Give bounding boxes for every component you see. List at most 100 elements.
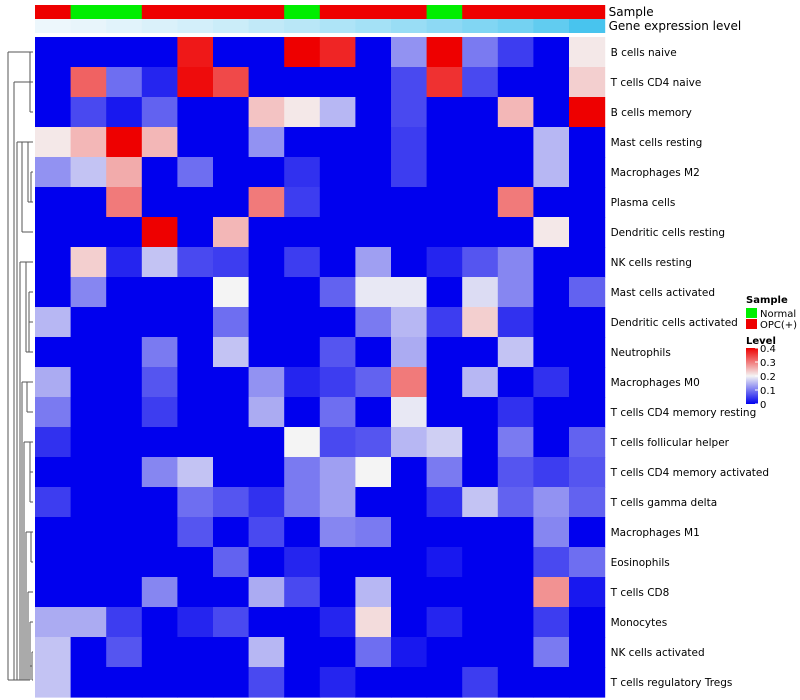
- heatmap-cell: [177, 367, 214, 398]
- heatmap-cell: [462, 457, 499, 488]
- row-label: Macrophages M0: [611, 377, 700, 389]
- heatmap-cell: [70, 247, 107, 278]
- heatmap-cell: [391, 427, 428, 458]
- row-label: B cells naive: [611, 47, 677, 59]
- heatmap-cell: [35, 337, 72, 368]
- heatmap-cell: [319, 427, 356, 458]
- legend-level-title: Level: [746, 336, 776, 347]
- heatmap-cell: [141, 367, 178, 398]
- heatmap-cell: [569, 157, 606, 188]
- heatmap-cell: [141, 607, 178, 638]
- heatmap-cell: [533, 397, 570, 428]
- heatmap-cell: [319, 67, 356, 98]
- heatmap-cell: [35, 187, 72, 218]
- heatmap-cell: [177, 277, 214, 308]
- heatmap-cell: [462, 337, 499, 368]
- heatmap-cell: [177, 667, 214, 698]
- heatmap-cell: [177, 307, 214, 338]
- heatmap-cell: [248, 187, 285, 218]
- heatmap-cell: [426, 517, 463, 548]
- heatmap-cell: [70, 487, 107, 518]
- heatmap-cell: [355, 217, 392, 248]
- heatmap-cell: [213, 217, 250, 248]
- heatmap-cell: [355, 307, 392, 338]
- heatmap-cell: [70, 607, 107, 638]
- heatmap-cell: [106, 307, 143, 338]
- heatmap-cell: [462, 307, 499, 338]
- heatmap-cell: [35, 637, 72, 668]
- heatmap-cell: [284, 427, 321, 458]
- expression-annotation-cell: [70, 19, 107, 33]
- heatmap-cell: [35, 487, 72, 518]
- heatmap-cell: [462, 157, 499, 188]
- heatmap-cell: [355, 517, 392, 548]
- heatmap-cell: [248, 427, 285, 458]
- heatmap-cell: [533, 217, 570, 248]
- heatmap-cell: [497, 277, 534, 308]
- heatmap-cell: [177, 157, 214, 188]
- heatmap-cell: [426, 667, 463, 698]
- heatmap-cell: [569, 307, 606, 338]
- heatmap-cell: [355, 157, 392, 188]
- heatmap-cell: [533, 667, 570, 698]
- heatmap-cell: [462, 127, 499, 158]
- row-label: T cells follicular helper: [610, 437, 730, 449]
- heatmap-cell: [391, 637, 428, 668]
- heatmap-cell: [248, 157, 285, 188]
- heatmap-cell: [284, 607, 321, 638]
- heatmap-cell: [248, 337, 285, 368]
- heatmap-cell: [391, 397, 428, 428]
- heatmap-cell: [70, 37, 107, 68]
- heatmap-cell: [391, 37, 428, 68]
- heatmap-cell: [391, 277, 428, 308]
- heatmap-cell: [248, 37, 285, 68]
- heatmap-cell: [106, 667, 143, 698]
- heatmap-cell: [319, 157, 356, 188]
- heatmap-cell: [177, 427, 214, 458]
- heatmap-cell: [213, 457, 250, 488]
- heatmap-cell: [497, 487, 534, 518]
- heatmap-cell: [106, 247, 143, 278]
- sample-annotation-cell: [213, 5, 250, 19]
- heatmap-cell: [248, 487, 285, 518]
- row-label: NK cells activated: [611, 647, 705, 659]
- heatmap-cell: [141, 67, 178, 98]
- heatmap-cell: [35, 37, 72, 68]
- heatmap-cell: [355, 397, 392, 428]
- row-label: T cells gamma delta: [610, 497, 718, 509]
- heatmap-cell: [426, 217, 463, 248]
- heatmap-cell: [248, 247, 285, 278]
- heatmap-cell: [569, 367, 606, 398]
- heatmap-cell: [426, 67, 463, 98]
- heatmap-cell: [35, 457, 72, 488]
- heatmap-cell: [284, 127, 321, 158]
- heatmap-cell: [177, 247, 214, 278]
- heatmap-cell: [355, 487, 392, 518]
- heatmap-cell: [426, 577, 463, 608]
- heatmap-cell: [533, 367, 570, 398]
- heatmap-cell: [35, 427, 72, 458]
- heatmap-cell: [213, 187, 250, 218]
- heatmap-cell: [106, 217, 143, 248]
- heatmap-cell: [177, 487, 214, 518]
- heatmap-cell: [426, 337, 463, 368]
- heatmap-cell: [462, 577, 499, 608]
- heatmap-cell: [497, 367, 534, 398]
- heatmap-cell: [391, 667, 428, 698]
- heatmap-cell: [284, 217, 321, 248]
- row-label: Eosinophils: [611, 557, 670, 569]
- heatmap-cell: [248, 637, 285, 668]
- row-label: T cells CD4 memory resting: [610, 407, 757, 419]
- heatmap-cell: [319, 547, 356, 578]
- heatmap-cell: [284, 337, 321, 368]
- heatmap-cell: [462, 217, 499, 248]
- heatmap-cell: [248, 517, 285, 548]
- heatmap-cell: [569, 577, 606, 608]
- heatmap-cell: [319, 217, 356, 248]
- heatmap-cell: [70, 187, 107, 218]
- row-label: T cells CD4 memory activated: [610, 467, 769, 479]
- heatmap-cell: [35, 607, 72, 638]
- heatmap-cell: [533, 487, 570, 518]
- heatmap-cell: [284, 157, 321, 188]
